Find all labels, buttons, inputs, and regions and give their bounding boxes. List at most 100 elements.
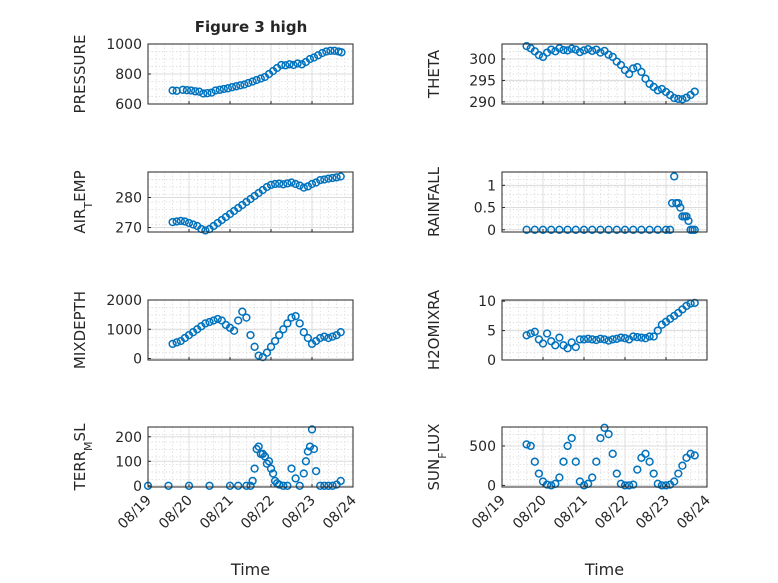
data-point bbox=[285, 60, 294, 69]
data-point bbox=[637, 225, 646, 234]
data-point bbox=[291, 179, 300, 189]
x-tick-label: 08/24 bbox=[674, 492, 714, 532]
data-point bbox=[309, 444, 319, 454]
data-point bbox=[624, 481, 634, 490]
y-tick-label: 0 bbox=[487, 478, 496, 494]
data-point bbox=[596, 48, 605, 57]
data-point bbox=[232, 82, 241, 91]
data-point bbox=[307, 425, 317, 434]
data-point bbox=[234, 481, 243, 490]
data-point bbox=[242, 313, 251, 322]
ylabel-rest: SL bbox=[71, 423, 89, 442]
data-point bbox=[201, 226, 210, 235]
x-tick-label: 08/20 bbox=[510, 493, 550, 533]
data-point bbox=[191, 87, 200, 96]
data-point bbox=[645, 225, 654, 234]
data-point bbox=[608, 52, 617, 62]
data-point bbox=[547, 225, 556, 234]
data-point bbox=[320, 481, 329, 490]
data-point bbox=[248, 476, 257, 486]
data-point bbox=[555, 225, 564, 234]
data-point bbox=[674, 94, 683, 104]
data-point bbox=[684, 216, 693, 226]
data-point bbox=[186, 86, 196, 95]
data-point bbox=[579, 46, 589, 55]
data-point bbox=[252, 444, 261, 454]
data-point bbox=[563, 441, 572, 451]
data-point bbox=[178, 85, 187, 94]
x-tick-label: 08/19 bbox=[115, 493, 155, 533]
data-point bbox=[670, 477, 679, 486]
y-tick-label: 0 bbox=[133, 479, 142, 495]
data-point bbox=[309, 53, 319, 62]
data-point bbox=[633, 465, 642, 474]
data-point bbox=[616, 333, 626, 342]
data-point bbox=[207, 88, 216, 97]
data-point bbox=[686, 449, 695, 458]
data-point bbox=[336, 172, 345, 181]
data-point bbox=[199, 89, 208, 98]
data-point bbox=[295, 319, 304, 328]
data-point bbox=[240, 80, 249, 89]
data-point bbox=[250, 464, 259, 473]
data-point bbox=[252, 75, 261, 85]
data-point bbox=[596, 334, 605, 343]
data-point bbox=[295, 481, 304, 490]
data-point bbox=[316, 175, 325, 185]
data-point bbox=[287, 464, 296, 473]
data-point bbox=[223, 84, 233, 93]
data-point bbox=[682, 212, 691, 221]
data-point bbox=[690, 87, 699, 96]
data-point bbox=[538, 339, 548, 348]
data-point bbox=[184, 218, 194, 228]
data-point bbox=[637, 67, 646, 77]
x-tick-label: 08/19 bbox=[469, 493, 509, 533]
data-point bbox=[670, 93, 679, 103]
data-point bbox=[567, 44, 576, 53]
data-point bbox=[299, 469, 308, 478]
data-point bbox=[205, 481, 214, 490]
data-point bbox=[188, 220, 198, 229]
data-point bbox=[328, 332, 337, 341]
y-tick-label: 1 bbox=[487, 178, 496, 194]
data-point bbox=[266, 342, 276, 351]
data-point bbox=[645, 332, 654, 341]
subplot-8: 0 500 SUNFLUX 08/19 08/20 08/21 08/22 08/23 08/2… bbox=[425, 424, 714, 579]
data-point bbox=[633, 332, 642, 342]
data-point bbox=[182, 86, 192, 95]
data-point bbox=[653, 326, 662, 335]
data-point bbox=[297, 60, 306, 69]
data-point bbox=[676, 203, 685, 212]
x-tick-label: 08/21 bbox=[551, 493, 591, 533]
data-point bbox=[534, 469, 544, 478]
y-tick-label: 500 bbox=[469, 439, 496, 455]
data-point bbox=[522, 41, 531, 51]
data-point bbox=[326, 46, 335, 55]
data-point bbox=[629, 480, 638, 489]
data-point bbox=[184, 481, 194, 490]
data-point bbox=[645, 457, 654, 466]
data-point bbox=[320, 175, 329, 184]
data-point bbox=[229, 326, 239, 335]
data-point bbox=[164, 481, 173, 490]
x-tick-label: 08/22 bbox=[238, 493, 278, 533]
data-point bbox=[596, 433, 605, 443]
data-point bbox=[534, 50, 544, 60]
data-point bbox=[555, 473, 564, 482]
data-point bbox=[526, 329, 535, 338]
data-point bbox=[266, 464, 276, 473]
data-point bbox=[324, 481, 333, 490]
data-point bbox=[289, 60, 298, 70]
data-point bbox=[217, 316, 226, 325]
data-point bbox=[246, 481, 255, 490]
data-point bbox=[555, 333, 564, 342]
axes-box bbox=[501, 171, 708, 233]
data-point bbox=[624, 69, 634, 79]
data-point bbox=[324, 174, 333, 183]
data-point bbox=[661, 481, 671, 490]
data-point bbox=[275, 330, 284, 340]
data-point bbox=[336, 476, 345, 486]
data-point bbox=[305, 54, 315, 64]
data-point bbox=[337, 48, 346, 57]
data-point bbox=[563, 225, 572, 234]
